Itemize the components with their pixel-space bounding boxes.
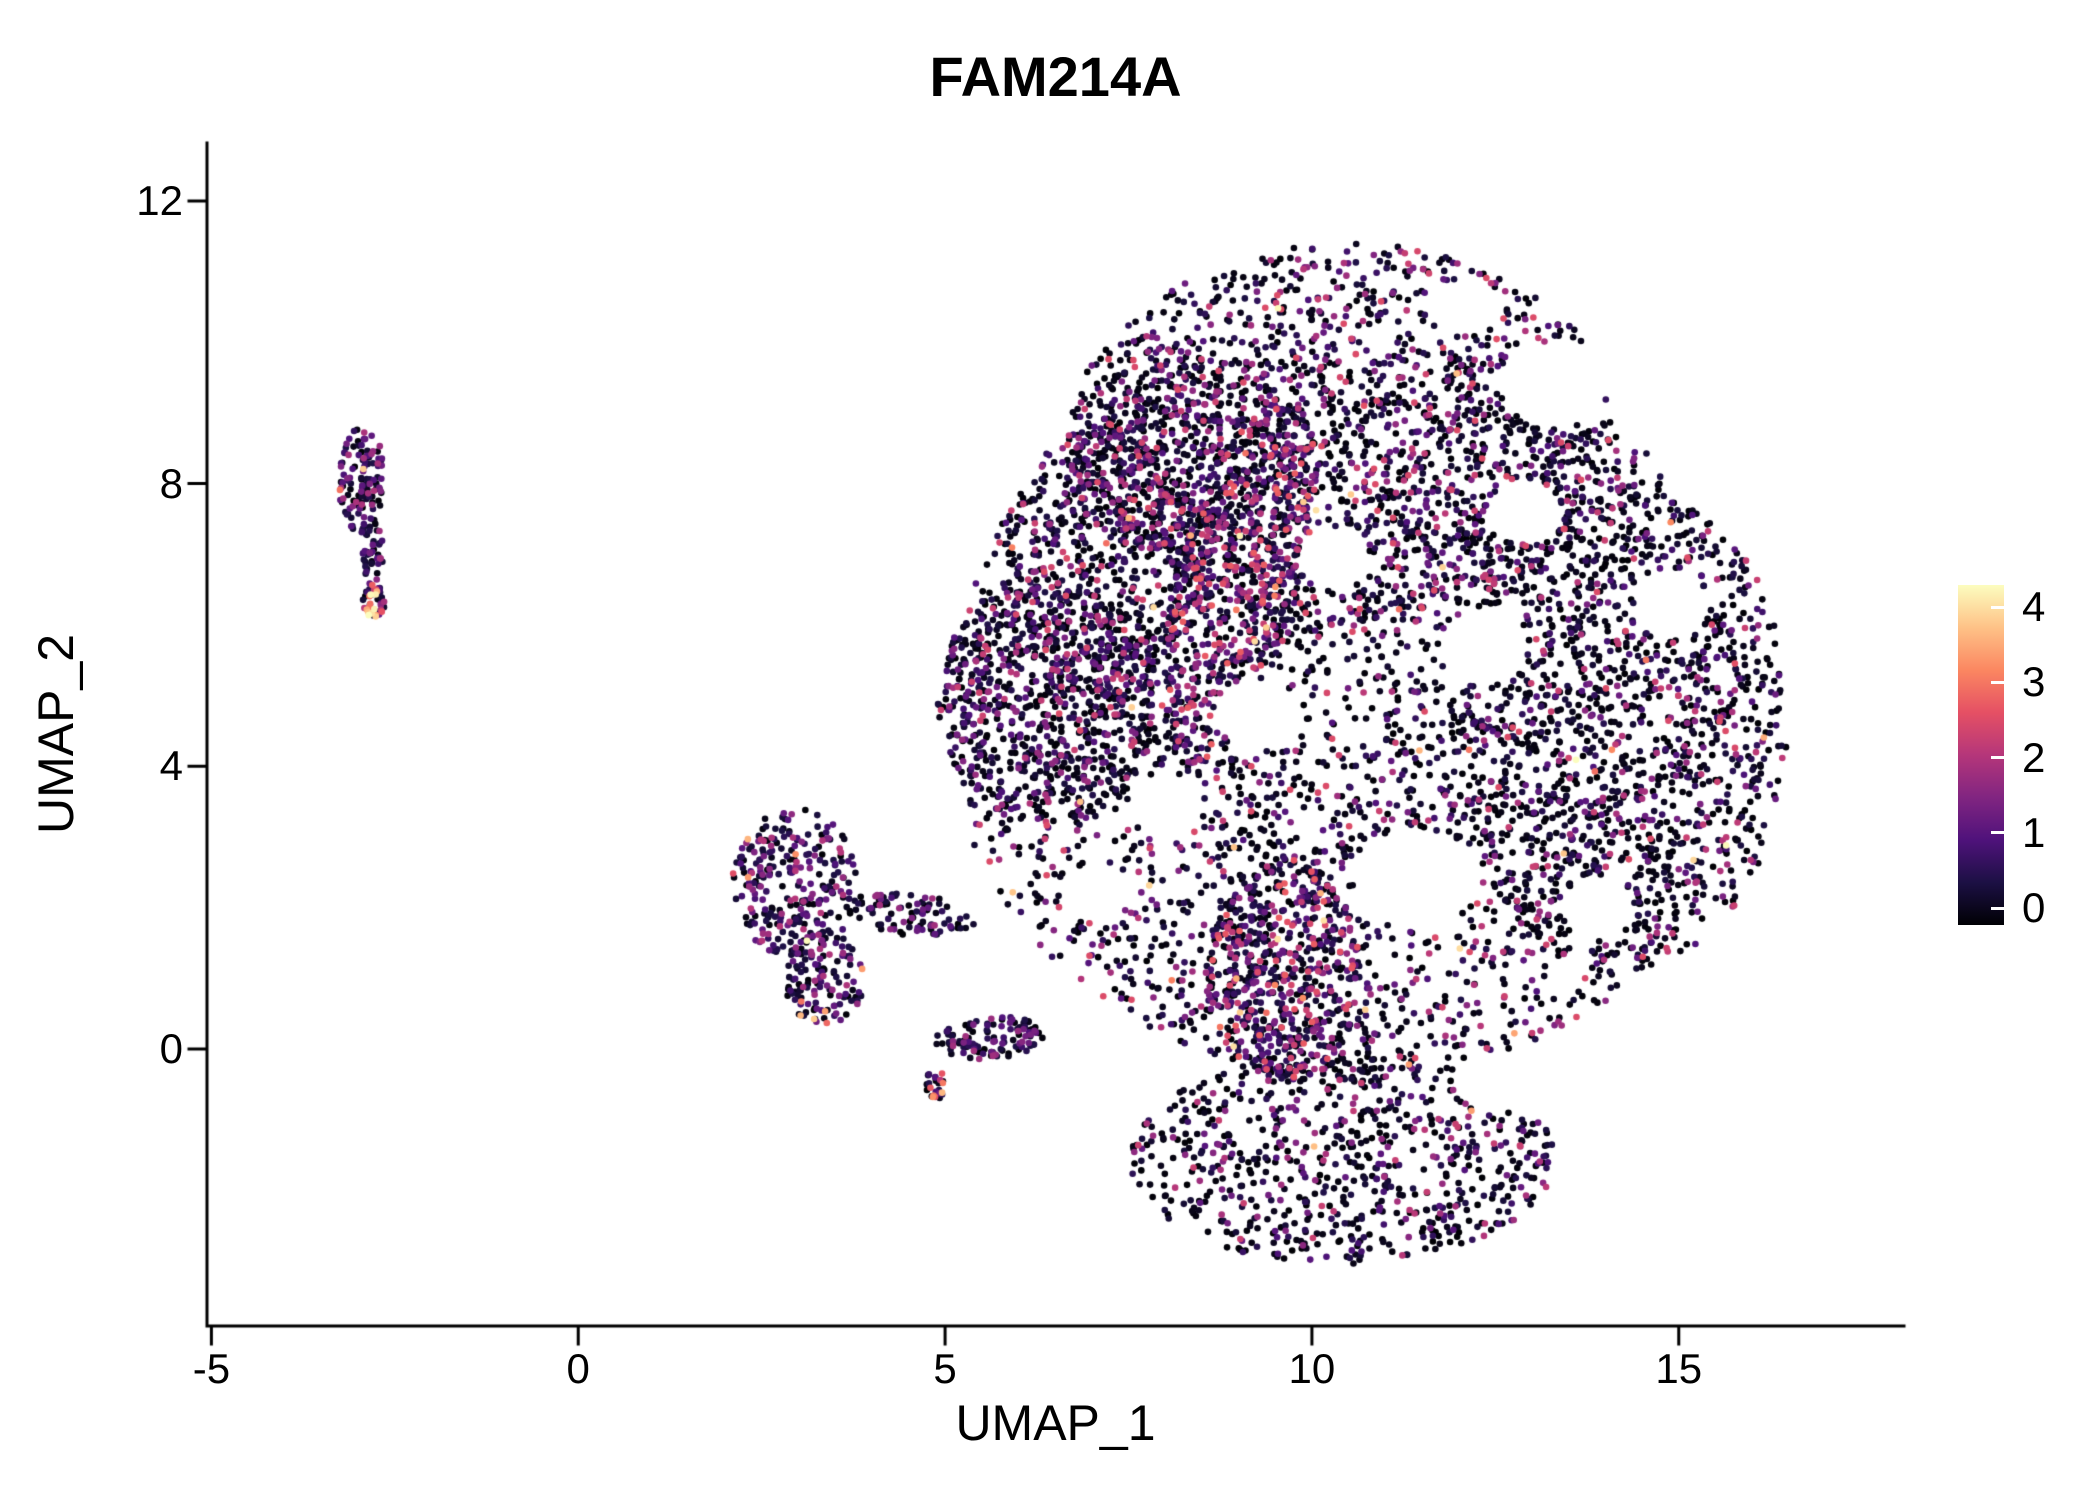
colorbar-tick-label: 3 <box>2022 658 2046 706</box>
x-tick-label: 5 <box>933 1345 957 1392</box>
y-tick-label: 0 <box>159 1024 183 1072</box>
x-axis-label: UMAP_1 <box>955 1395 1156 1451</box>
y-tick-label: 4 <box>159 742 183 790</box>
colorbar-tick-label: 4 <box>2022 583 2046 630</box>
colorbar-tick-label: 0 <box>2022 884 2046 931</box>
colorbar-tick-mark <box>1991 680 2004 684</box>
x-tick-label: -5 <box>192 1345 231 1392</box>
colorbar-tick-label: 1 <box>2022 808 2046 856</box>
y-tick-label: 12 <box>136 176 183 224</box>
y-tick-label: 8 <box>159 459 183 507</box>
x-tick-label: 15 <box>1655 1345 1703 1392</box>
colorbar-tick-mark <box>1991 906 2004 910</box>
colorbar-tick-mark <box>1991 605 2004 609</box>
y-axis-label: UMAP_2 <box>28 633 84 835</box>
plot-title: FAM214A <box>929 45 1182 108</box>
colorbar-tick-label: 2 <box>2022 733 2046 781</box>
x-tick-label: 0 <box>566 1345 590 1392</box>
colorbar-tick-mark <box>1991 831 2004 835</box>
colorbar-gradient <box>1958 585 2004 925</box>
colorbar-tick-mark <box>1991 756 2004 759</box>
x-tick-label: 10 <box>1288 1345 1336 1392</box>
